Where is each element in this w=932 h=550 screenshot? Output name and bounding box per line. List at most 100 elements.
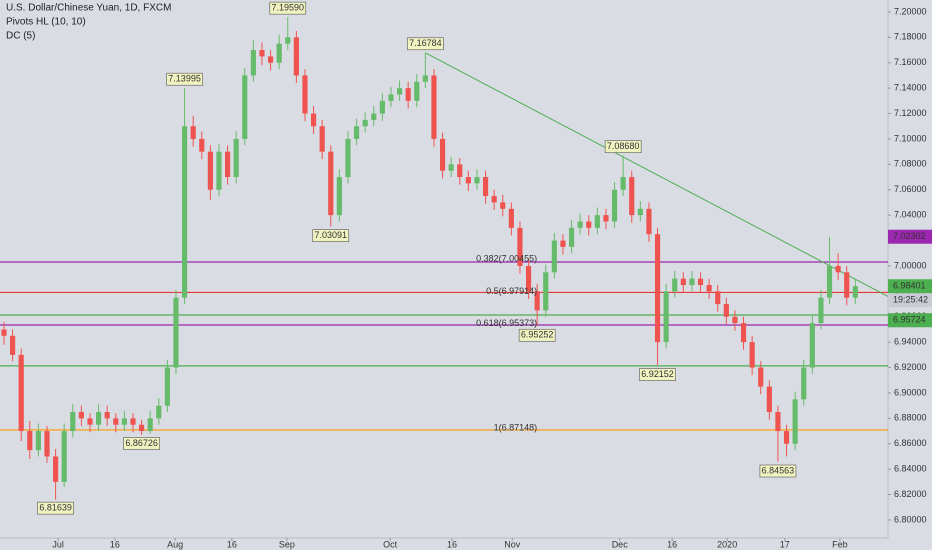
candle-body — [293, 37, 299, 76]
candle-body — [801, 367, 807, 400]
candle-body — [732, 316, 738, 324]
pivot-label: 6.95252 — [521, 330, 554, 340]
candle-body — [792, 399, 798, 444]
candle-body — [826, 265, 833, 298]
y-tick-label: 7.04000 — [894, 210, 927, 220]
candle-body — [396, 88, 403, 95]
x-tick-label: 16 — [110, 539, 120, 549]
x-tick-label: 17 — [780, 539, 790, 549]
candle-body — [818, 297, 824, 324]
candle-body — [242, 75, 248, 139]
candle-body — [328, 151, 334, 216]
candle-body — [267, 56, 274, 63]
candle-body — [586, 221, 592, 228]
candle-body — [1, 329, 7, 336]
pivot-box — [518, 328, 556, 342]
y-tick-label: 7.16000 — [894, 57, 927, 67]
candle-body — [758, 367, 764, 387]
candle-body — [844, 272, 850, 298]
candle-body — [27, 431, 33, 451]
candle-body — [353, 126, 360, 139]
x-tick-label: Sep — [279, 539, 295, 549]
candle-body — [216, 151, 222, 190]
y-tick-label: 6.88000 — [894, 413, 927, 423]
pivot-label: 7.16784 — [409, 38, 442, 48]
y-tick-label: 6.90000 — [894, 387, 927, 397]
candle-body — [474, 177, 480, 184]
x-tick-label: Aug — [167, 539, 183, 549]
pivot-label: 7.13995 — [168, 74, 201, 84]
pivot-label: 6.92152 — [641, 369, 674, 379]
candle-body — [379, 100, 385, 114]
price-label-box — [888, 229, 932, 244]
candle-body — [525, 265, 532, 292]
fib-label: 1(6.87148) — [494, 423, 538, 433]
candle-body — [199, 138, 205, 152]
candle-body — [130, 418, 136, 425]
candle-body — [121, 418, 127, 425]
candle-body — [276, 43, 282, 63]
price-label: 6.98401 — [893, 281, 926, 291]
price-label-box — [888, 313, 932, 328]
candle-body — [723, 304, 729, 317]
pivot-box — [759, 464, 797, 478]
x-tick-label: Oct — [383, 539, 398, 549]
y-tick-label: 6.86000 — [894, 438, 927, 448]
candle-body — [706, 285, 712, 292]
candle-body — [749, 342, 755, 368]
candle-body — [405, 88, 411, 101]
candle-body — [207, 151, 213, 190]
y-tick-label: 7.08000 — [894, 159, 927, 169]
candle-body — [654, 234, 661, 343]
candle-body — [551, 240, 557, 273]
x-tick-label: 16 — [667, 539, 677, 549]
pivot-label: 6.81639 — [39, 503, 72, 513]
pivot-label: 7.08680 — [607, 141, 640, 151]
candle-body — [302, 75, 308, 114]
candle-body — [611, 189, 618, 222]
candle-body — [250, 50, 256, 76]
candle-body — [10, 335, 16, 355]
candle-body — [517, 227, 523, 266]
indicator-label: Pivots HL (10, 10) — [6, 17, 86, 28]
candle-body — [457, 164, 463, 178]
candle-body — [835, 265, 841, 273]
y-tick-label: 6.80000 — [894, 514, 927, 524]
candle-body — [319, 126, 325, 152]
x-tick-label: 16 — [447, 539, 457, 549]
trend-line — [425, 52, 889, 297]
candle-body — [139, 424, 145, 432]
y-tick-label: 7.18000 — [894, 32, 927, 42]
candle-body — [629, 177, 635, 216]
candle-body — [371, 113, 377, 120]
candle-body — [345, 138, 351, 178]
fib-label: 0.618(6.95373) — [476, 318, 537, 328]
candle-body — [775, 412, 781, 432]
x-tick-label: Jul — [52, 539, 64, 549]
candle-body — [53, 456, 59, 482]
indicator-label: DC (5) — [6, 31, 35, 42]
candle-body — [603, 215, 609, 222]
y-tick-label: 7.12000 — [894, 108, 927, 118]
y-tick-label: 7.14000 — [894, 83, 927, 93]
pivot-box — [604, 140, 642, 154]
candle-body — [259, 50, 265, 57]
candle-body — [182, 126, 188, 298]
price-label: 6.95724 — [893, 315, 926, 325]
candle-body — [852, 286, 858, 298]
pivot-label: 7.03091 — [314, 230, 347, 240]
candle-body — [44, 431, 50, 457]
x-tick-label: Nov — [504, 539, 521, 549]
candle-body — [61, 431, 67, 482]
y-tick-label: 6.94000 — [894, 337, 927, 347]
candle-body — [285, 37, 291, 44]
candle-body — [689, 278, 695, 286]
candle-body — [594, 215, 600, 228]
pivot-box — [407, 37, 444, 51]
y-tick-label: 7.00000 — [894, 260, 927, 270]
candle-body — [465, 177, 471, 184]
candle-body — [715, 291, 721, 305]
candle-body — [310, 113, 317, 127]
